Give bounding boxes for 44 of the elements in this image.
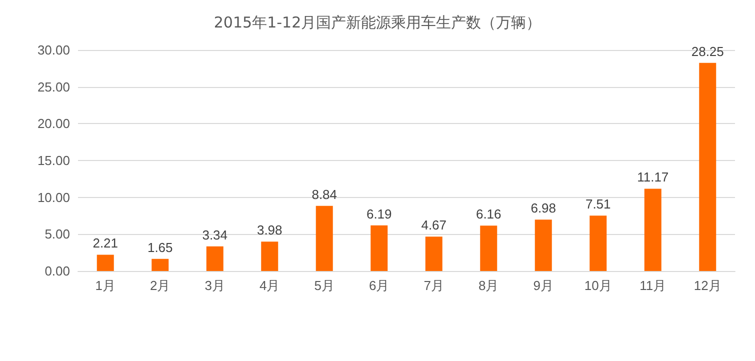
y-tick-label: 15.00 <box>37 153 70 168</box>
bar <box>480 226 498 271</box>
x-tick-label: 2月 <box>150 278 170 293</box>
data-label: 2.21 <box>92 236 118 251</box>
bar <box>96 254 114 271</box>
data-label: 6.16 <box>476 206 502 222</box>
x-tick-label: 12月 <box>694 278 722 293</box>
x-tick-label: 10月 <box>584 278 612 293</box>
data-label: 28.25 <box>691 44 724 59</box>
y-tick-label: 30.00 <box>37 42 70 58</box>
x-tick-label: 3月 <box>204 278 225 293</box>
bar <box>316 206 333 271</box>
bar <box>699 62 716 271</box>
data-label: 7.51 <box>585 196 611 212</box>
data-label: 11.17 <box>637 170 669 185</box>
y-tick-label: 5.00 <box>44 226 70 242</box>
bar <box>644 188 662 271</box>
x-tick-label: 9月 <box>533 278 554 293</box>
data-label: 4.67 <box>421 218 447 233</box>
x-tick-label: 5月 <box>314 278 334 293</box>
bar <box>590 216 607 271</box>
x-tick-label: 1月 <box>95 278 116 293</box>
data-label: 8.84 <box>312 186 338 202</box>
bar <box>370 225 388 271</box>
y-tick-label: 0.00 <box>44 264 70 278</box>
data-label: 3.98 <box>256 222 282 238</box>
data-label: 6.98 <box>530 200 556 216</box>
bar <box>425 236 442 271</box>
y-tick-label: 20.00 <box>37 116 70 132</box>
bar <box>261 242 278 271</box>
y-tick-label: 25.00 <box>37 79 70 94</box>
chart-title: 2015年1-12月国产新能源乘用车生产数（万辆） <box>214 14 542 32</box>
data-label: 1.65 <box>147 240 173 255</box>
bar <box>206 246 224 271</box>
y-tick-label: 10.00 <box>37 190 70 205</box>
data-label: 6.19 <box>366 206 392 222</box>
data-label: 3.34 <box>202 227 228 242</box>
x-tick-label: 6月 <box>369 278 390 293</box>
x-tick-label: 7月 <box>424 278 444 293</box>
bar <box>152 258 169 271</box>
bar <box>534 220 552 271</box>
x-tick-label: 4月 <box>260 278 280 293</box>
x-tick-label: 8月 <box>478 278 499 293</box>
x-tick-label: 11月 <box>640 278 666 293</box>
